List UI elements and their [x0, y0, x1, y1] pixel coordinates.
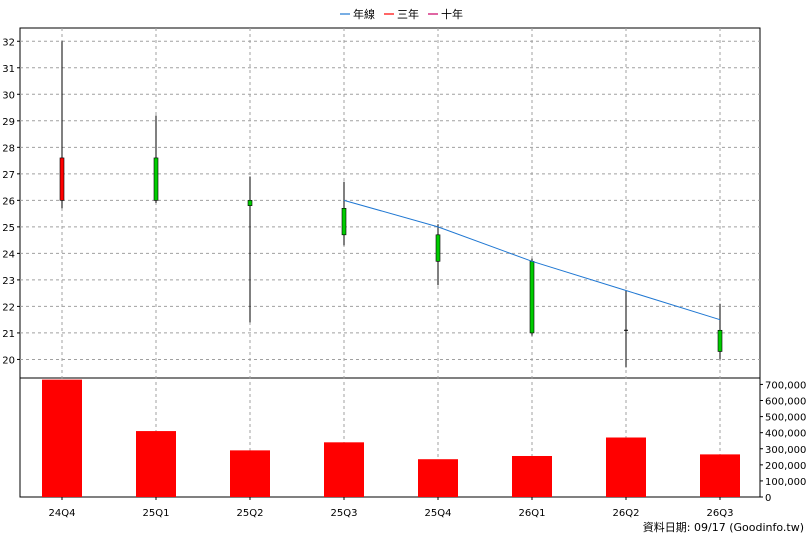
volume-bar	[418, 459, 458, 497]
x-tick-label: 25Q1	[143, 508, 170, 519]
price-tick-label: 24	[2, 249, 15, 260]
x-tick-label: 26Q3	[707, 508, 734, 519]
x-tick-label: 25Q3	[331, 508, 358, 519]
x-tick-label: 24Q4	[49, 508, 76, 519]
volume-tick-label: 300,000	[765, 445, 806, 456]
legend-label: 年線	[353, 7, 375, 21]
volume-tick-label: 200,000	[765, 461, 806, 472]
price-tick-label: 23	[2, 276, 15, 287]
price-tick-label: 32	[2, 37, 15, 48]
data-date-note: 資料日期: 09/17 (Goodinfo.tw)	[642, 521, 804, 534]
price-tick-label: 30	[2, 90, 15, 101]
price-tick-label: 29	[2, 117, 15, 128]
price-tick-label: 27	[2, 170, 15, 181]
candle-body	[341, 208, 347, 236]
candle-body	[717, 329, 723, 352]
x-tick-label: 25Q2	[237, 508, 264, 519]
volume-tick-label: 500,000	[765, 413, 806, 424]
volume-bar	[230, 450, 270, 497]
candle-body	[153, 157, 159, 201]
candle-body	[247, 200, 253, 206]
volume-tick-label: 0	[765, 493, 771, 504]
volume-tick-label: 400,000	[765, 429, 806, 440]
volume-tick-label: 600,000	[765, 397, 806, 408]
price-tick-label: 21	[2, 329, 15, 340]
volume-bar	[136, 431, 176, 497]
price-tick-label: 25	[2, 223, 15, 234]
price-tick-label: 20	[2, 355, 15, 366]
legend-label: 三年	[397, 7, 419, 21]
x-tick-label: 26Q1	[519, 508, 546, 519]
volume-bar	[606, 437, 646, 497]
price-tick-label: 28	[2, 143, 15, 154]
price-tick-label: 26	[2, 196, 15, 207]
x-tick-label: 25Q4	[425, 508, 452, 519]
volume-tick-label: 700,000	[765, 380, 806, 391]
candle-body	[435, 234, 441, 262]
volume-bar	[324, 442, 364, 497]
legend-label: 十年	[441, 7, 463, 21]
candle-body	[529, 261, 535, 334]
volume-tick-label: 100,000	[765, 477, 806, 488]
annual-line	[343, 199, 721, 321]
plot-frame	[19, 27, 761, 498]
volume-bar	[512, 455, 552, 497]
x-tick-label: 26Q2	[613, 508, 640, 519]
volume-bar	[42, 379, 82, 497]
candle-body	[59, 157, 65, 201]
volume-bar	[700, 454, 740, 497]
price-tick-label: 31	[2, 64, 15, 75]
price-tick-label: 22	[2, 302, 15, 313]
